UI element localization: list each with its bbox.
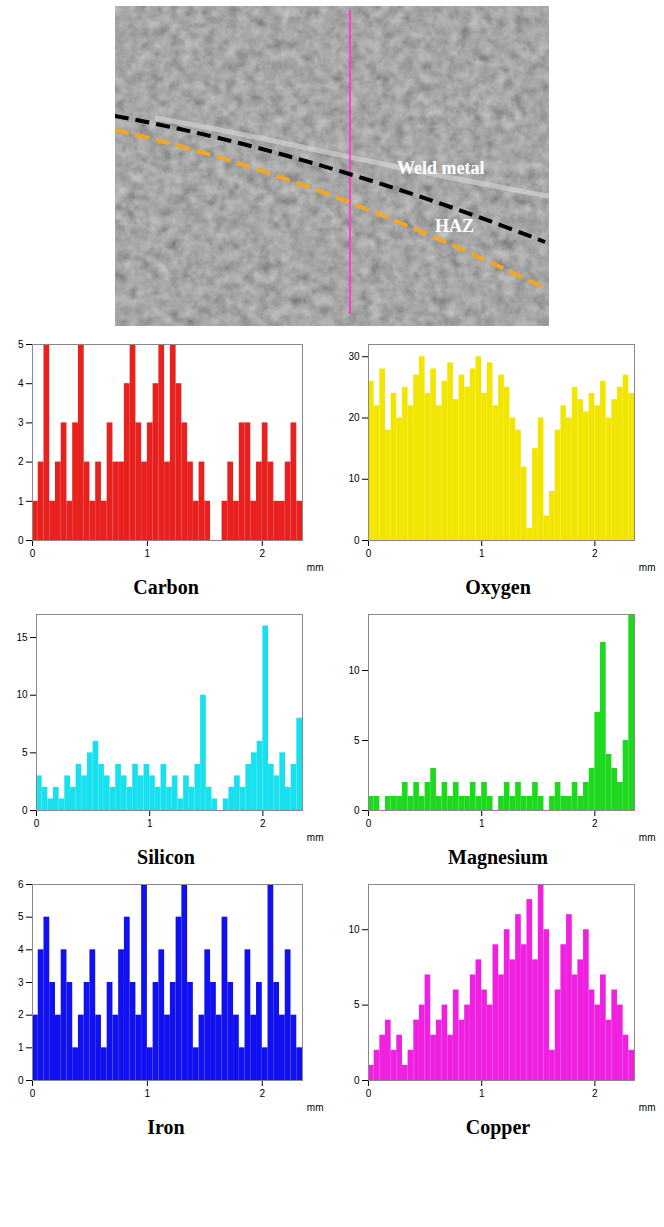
svg-text:6: 6 [18,879,24,890]
svg-text:5: 5 [18,339,24,350]
svg-text:0: 0 [34,818,40,829]
svg-text:2: 2 [18,456,24,467]
svg-text:0: 0 [18,535,24,546]
svg-text:Weld metal: Weld metal [397,158,485,178]
svg-text:mm: mm [307,832,324,843]
svg-text:mm: mm [307,562,324,573]
svg-text:10: 10 [348,665,360,676]
svg-text:0: 0 [366,1088,372,1099]
html-text:Carbon: Carbon [133,576,199,598]
svg-text:10: 10 [348,473,360,484]
svg-text:mm: mm [639,562,656,573]
svg-text:2: 2 [18,1009,24,1020]
svg-text:10: 10 [16,689,28,700]
svg-text:0: 0 [354,805,360,816]
svg-text:1: 1 [18,1042,24,1053]
svg-text:5: 5 [22,747,28,758]
svg-text:5: 5 [354,735,360,746]
svg-text:0: 0 [30,1088,36,1099]
svg-text:mm: mm [307,1102,324,1113]
svg-text:4: 4 [18,944,24,955]
svg-text:2: 2 [260,1088,266,1099]
svg-text:5: 5 [354,999,360,1010]
svg-text:1: 1 [479,548,485,559]
svg-text:1: 1 [145,548,151,559]
svg-text:20: 20 [348,412,360,423]
html-text:Silicon: Silicon [137,846,195,868]
html-text:Iron: Iron [147,1116,185,1138]
svg-text:2: 2 [592,818,598,829]
svg-text:5: 5 [18,911,24,922]
svg-text:1: 1 [479,1088,485,1099]
svg-text:HAZ: HAZ [435,216,474,236]
svg-text:30: 30 [348,351,360,362]
svg-text:3: 3 [18,417,24,428]
html-text:Copper: Copper [465,1116,531,1138]
svg-text:1: 1 [147,818,153,829]
svg-text:2: 2 [260,818,266,829]
svg-text:0: 0 [354,535,360,546]
svg-text:0: 0 [30,548,36,559]
svg-text:0: 0 [366,548,372,559]
svg-text:1: 1 [18,496,24,507]
svg-text:0: 0 [18,1075,24,1086]
html-text:Magnesium: Magnesium [448,846,548,868]
svg-text:0: 0 [354,1075,360,1086]
svg-text:1: 1 [145,1088,151,1099]
svg-text:mm: mm [639,832,656,843]
html-text:Oxygen: Oxygen [465,576,531,598]
svg-text:3: 3 [18,977,24,988]
svg-text:1: 1 [479,818,485,829]
svg-text:0: 0 [22,805,28,816]
svg-text:15: 15 [16,632,28,643]
svg-text:2: 2 [260,548,266,559]
svg-text:0: 0 [366,818,372,829]
svg-text:2: 2 [592,1088,598,1099]
svg-text:4: 4 [18,378,24,389]
svg-text:mm: mm [639,1102,656,1113]
svg-text:2: 2 [592,548,598,559]
svg-text:10: 10 [348,924,360,935]
